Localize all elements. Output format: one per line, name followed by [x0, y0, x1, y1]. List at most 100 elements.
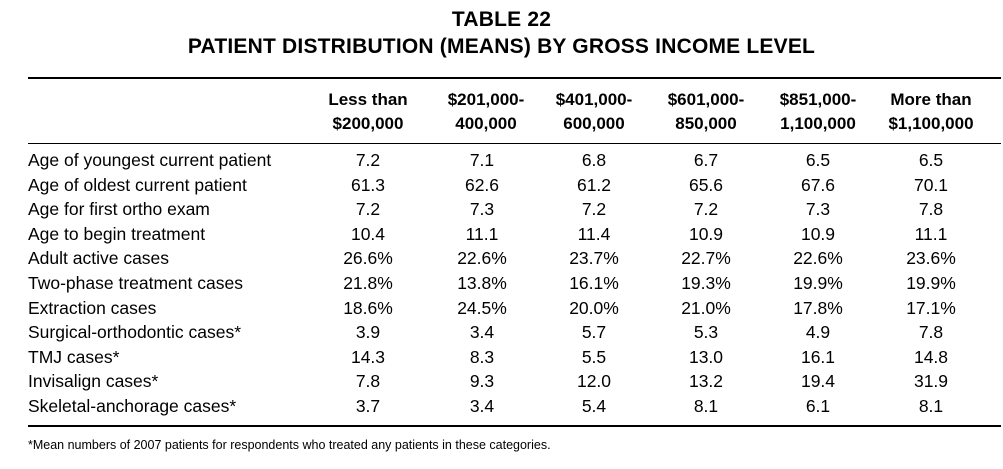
table-cell: 18.6%: [343, 297, 393, 318]
table-cell: 13.8%: [457, 272, 507, 293]
table-cell: 6.8: [581, 150, 607, 170]
table-cell: 13.2: [688, 371, 724, 392]
row-label: Adult active cases: [28, 248, 170, 269]
table-cell: 7.3: [805, 199, 831, 220]
table-cell: 65.6: [688, 174, 724, 195]
table-cell: 19.9%: [793, 272, 843, 293]
table-cell: 8.1: [693, 395, 719, 416]
table-cell: 31.9: [913, 371, 949, 392]
table-cell: 14.8: [913, 346, 949, 367]
column-header-6: More than $1,100,000: [873, 88, 989, 136]
table-cell: 22.7%: [681, 248, 731, 269]
table-row: Adult active cases 26.6% 22.6% 23.7% 22.7% 22…: [0, 246, 1003, 271]
table-cell: 10.4: [350, 223, 386, 244]
table-cell: 14.3: [350, 346, 386, 367]
table-cell: 62.6: [464, 174, 500, 195]
column-header-5: $851,000- 1,100,000: [760, 88, 876, 136]
column-header-line2: $1,100,000: [888, 114, 974, 133]
bottom-rule: [28, 425, 1001, 427]
table-cell: 3.9: [355, 322, 381, 343]
table-cell: 3.4: [469, 395, 495, 416]
table-cell: 16.1%: [569, 272, 619, 293]
column-header-4: $601,000- 850,000: [648, 88, 764, 136]
table-row: Extraction cases 18.6% 24.5% 20.0% 21.0% 17.8…: [0, 296, 1003, 321]
table-cell: 12.0: [576, 371, 612, 392]
table-cell: 19.4: [800, 371, 836, 392]
table-cell: 17.1%: [906, 297, 956, 318]
column-header-line1: $601,000-: [667, 90, 745, 109]
table-cell: 6.5: [805, 150, 831, 170]
table-cell: 6.1: [805, 395, 831, 416]
row-label: Age of oldest current patient: [28, 174, 247, 195]
table-cell: 7.1: [469, 150, 495, 170]
table-cell: 7.3: [469, 199, 495, 220]
top-rule: [28, 77, 1001, 79]
table-cell: 4.9: [805, 322, 831, 343]
table-cell: 23.6%: [906, 248, 956, 269]
table-cell: 11.1: [465, 223, 499, 244]
row-label: Age to begin treatment: [28, 223, 206, 244]
header-rule: [28, 143, 1001, 144]
table-cell: 8.1: [918, 395, 944, 416]
table-cell: 21.8%: [343, 272, 393, 293]
table-row: Skeletal-anchorage cases* 3.7 3.4 5.4 8.1 6.1…: [0, 394, 1003, 419]
row-label: Age for first ortho exam: [28, 199, 210, 220]
table-cell: 8.3: [469, 346, 495, 367]
table-cell: 16.1: [800, 346, 836, 367]
table-cell: 11.4: [577, 223, 611, 244]
table-body: Age of youngest current patient 7.2 7.1 6.8…: [0, 148, 1003, 419]
row-label: Age of youngest current patient: [28, 150, 272, 170]
table-cell: 3.7: [355, 395, 381, 416]
table-cell: 19.9%: [906, 272, 956, 293]
table-cell: 7.8: [918, 199, 944, 220]
table-cell: 13.0: [688, 346, 724, 367]
table-row: TMJ cases* 14.3 8.3 5.5 13.0 16.1 14.8: [0, 345, 1003, 370]
table-title: PATIENT DISTRIBUTION (MEANS) BY GROSS IN…: [187, 35, 816, 58]
row-label: Skeletal-anchorage cases*: [28, 395, 237, 416]
table-cell: 10.9: [800, 223, 836, 244]
table-cell: 7.2: [693, 199, 719, 220]
table-cell: 21.0%: [681, 297, 731, 318]
table-cell: 17.8%: [793, 297, 843, 318]
table-row: Age for first ortho exam 7.2 7.3 7.2 7.2 7.3 7…: [0, 197, 1003, 222]
table-row: Invisalign cases* 7.8 9.3 12.0 13.2 19.4 31.9: [0, 369, 1003, 394]
table-row: Age to begin treatment 10.4 11.1 11.4 10.9 10…: [0, 222, 1003, 247]
table-cell: 7.2: [581, 199, 607, 220]
table-cell: 7.2: [355, 150, 381, 170]
table-cell: 24.5%: [457, 297, 507, 318]
column-header-line2: $200,000: [332, 114, 404, 133]
column-header-line2: 400,000: [455, 114, 517, 133]
table-cell: 6.5: [918, 150, 944, 170]
table-title-block: TABLE 22 PATIENT DISTRIBUTION (MEANS) BY…: [0, 6, 1003, 60]
row-label: TMJ cases*: [28, 346, 120, 367]
table-cell: 7.8: [355, 371, 381, 392]
table-cell: 19.3%: [681, 272, 731, 293]
row-label: Two-phase treatment cases: [28, 272, 243, 293]
table-cell: 11.1: [914, 223, 948, 244]
table-row: Age of youngest current patient 7.2 7.1 6.8…: [0, 148, 1003, 173]
column-header-line1: Less than: [328, 90, 408, 109]
table-cell: 22.6%: [457, 248, 507, 269]
row-label: Invisalign cases*: [28, 371, 159, 392]
table-row: Surgical-orthodontic cases* 3.9 3.4 5.7 5.3 4…: [0, 320, 1003, 345]
table-cell: 3.4: [469, 322, 495, 343]
column-header-line2: 600,000: [563, 114, 625, 133]
table-cell: 5.4: [581, 395, 607, 416]
column-header-line2: 850,000: [675, 114, 737, 133]
column-header-1: Less than $200,000: [310, 88, 426, 136]
table-cell: 26.6%: [343, 248, 393, 269]
table-cell: 22.6%: [793, 248, 843, 269]
table-row: Two-phase treatment cases 21.8% 13.8% 16.1%…: [0, 271, 1003, 296]
table-cell: 20.0%: [569, 297, 619, 318]
row-label: Surgical-orthodontic cases*: [28, 322, 242, 343]
row-label: Extraction cases: [28, 297, 157, 318]
column-header-line1: $201,000-: [447, 90, 525, 109]
table-cell: 5.7: [581, 322, 607, 343]
column-header-line1: $401,000-: [555, 90, 633, 109]
table-cell: 9.3: [469, 371, 495, 392]
table-row: Age of oldest current patient 61.3 62.6 61.…: [0, 173, 1003, 198]
table-cell: 70.1: [913, 174, 949, 195]
column-header-2: $201,000- 400,000: [428, 88, 544, 136]
column-header-line1: More than: [890, 90, 972, 109]
table-cell: 6.7: [693, 150, 719, 170]
